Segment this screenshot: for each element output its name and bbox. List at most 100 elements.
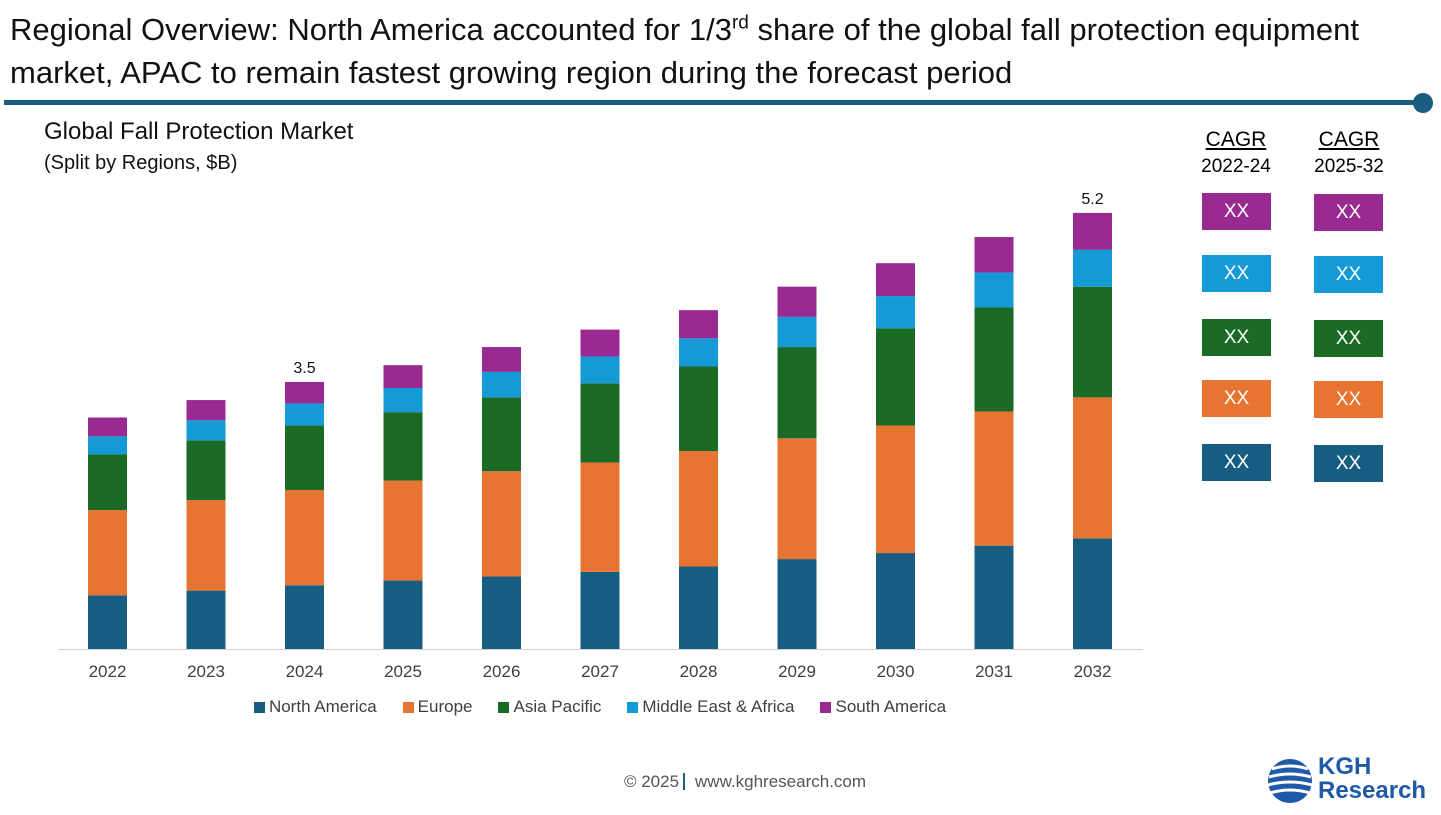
bar-2026-south-america bbox=[482, 347, 521, 372]
cagr-value-asia-pacific: XX bbox=[1202, 319, 1271, 356]
bar-2022-asia-pacific bbox=[88, 454, 127, 511]
cagr-value-europe: XX bbox=[1314, 381, 1383, 418]
cagr-value-south-america: XX bbox=[1202, 193, 1271, 230]
x-tick-label: 2022 bbox=[89, 662, 127, 681]
bar-2031-asia-pacific bbox=[974, 307, 1014, 412]
x-tick-label: 2029 bbox=[778, 662, 816, 681]
bar-2025-north-america bbox=[383, 580, 423, 649]
bar-2028-asia-pacific bbox=[679, 366, 718, 452]
footer-separator bbox=[683, 773, 686, 790]
data-label-2032: 5.2 bbox=[1081, 191, 1103, 208]
legend-swatch bbox=[253, 701, 265, 713]
bar-2022-europe bbox=[88, 510, 127, 596]
page-title: Regional Overview: North America account… bbox=[10, 12, 1359, 90]
bar-2022-middle-east-africa bbox=[88, 436, 127, 455]
bar-2024-south-america bbox=[285, 381, 324, 404]
bar-2030-asia-pacific bbox=[876, 328, 915, 426]
legend-swatch bbox=[402, 701, 414, 713]
bar-2029-middle-east-africa bbox=[777, 316, 817, 348]
bar-2022-north-america bbox=[88, 595, 127, 649]
bar-2032-middle-east-africa bbox=[1073, 249, 1112, 287]
legend-item: South America bbox=[820, 697, 946, 717]
bar-2032-north-america bbox=[1073, 538, 1112, 649]
bar-2024-north-america bbox=[285, 585, 324, 649]
bar-2030-europe bbox=[876, 425, 915, 554]
data-label-2024: 3.5 bbox=[293, 360, 315, 377]
legend-swatch bbox=[498, 701, 510, 713]
cagr-value-asia-pacific: XX bbox=[1314, 320, 1383, 357]
bar-2030-south-america bbox=[876, 263, 915, 297]
bar-2032-europe bbox=[1073, 397, 1112, 539]
bar-2028-europe bbox=[679, 451, 718, 567]
x-tick-label: 2031 bbox=[975, 662, 1013, 681]
bar-2024-asia-pacific bbox=[285, 425, 324, 490]
chart-legend: North America Europe Asia Pacific Middle Ea… bbox=[0, 697, 1200, 717]
bar-2023-europe bbox=[186, 500, 226, 591]
legend-item: Middle East & Africa bbox=[627, 697, 794, 717]
cagr-value-north-america: XX bbox=[1314, 445, 1383, 482]
logo-text: KGH Research bbox=[1318, 753, 1427, 804]
bar-2028-south-america bbox=[679, 310, 718, 339]
x-tick-label: 2026 bbox=[483, 662, 521, 681]
x-tick-label: 2028 bbox=[680, 662, 718, 681]
bar-2026-asia-pacific bbox=[482, 397, 521, 472]
bar-2029-north-america bbox=[777, 559, 817, 649]
bar-2031-south-america bbox=[974, 237, 1014, 273]
bar-2031-middle-east-africa bbox=[974, 272, 1014, 308]
cagr-value-middle-east-africa: XX bbox=[1314, 256, 1383, 293]
legend-item: Asia Pacific bbox=[498, 697, 601, 717]
bar-2023-asia-pacific bbox=[186, 440, 226, 501]
bar-2023-north-america bbox=[186, 590, 226, 649]
company-logo: KGH Research bbox=[1266, 755, 1426, 810]
bar-2023-middle-east-africa bbox=[186, 420, 226, 441]
bar-2032-south-america bbox=[1073, 212, 1112, 250]
x-tick-label: 2025 bbox=[384, 662, 422, 681]
bar-2022-south-america bbox=[88, 417, 127, 437]
stacked-bar-chart: 2022 2023 3.5 2024 2025 2026 2027 2028 2029 2030 2… bbox=[58, 191, 1143, 681]
legend-item: North America bbox=[253, 697, 377, 717]
bar-2027-middle-east-africa bbox=[580, 356, 620, 384]
bar-2025-south-america bbox=[383, 365, 423, 388]
x-tick-label: 2032 bbox=[1074, 662, 1112, 681]
legend-swatch bbox=[820, 701, 832, 713]
cagr-value-north-america: XX bbox=[1202, 444, 1271, 481]
bar-2024-europe bbox=[285, 489, 324, 586]
bar-2030-north-america bbox=[876, 553, 915, 649]
copyright-text: © 2025 bbox=[623, 772, 680, 791]
cagr-value-middle-east-africa: XX bbox=[1202, 255, 1271, 292]
bar-2031-north-america bbox=[974, 545, 1014, 649]
bar-2027-europe bbox=[580, 462, 620, 572]
bar-2024-middle-east-africa bbox=[285, 403, 324, 426]
cagr-header-2025-32: CAGR 2025-32 bbox=[1314, 128, 1384, 177]
bar-2027-south-america bbox=[580, 329, 620, 357]
bar-2025-europe bbox=[383, 480, 423, 581]
bar-2023-south-america bbox=[186, 400, 226, 421]
website-link[interactable]: www.kghresearch.com bbox=[695, 772, 867, 791]
bar-2028-north-america bbox=[679, 566, 718, 649]
globe-icon bbox=[1267, 759, 1313, 803]
bar-2029-south-america bbox=[777, 286, 817, 317]
bar-2025-asia-pacific bbox=[383, 412, 423, 481]
x-tick-label: 2027 bbox=[581, 662, 619, 681]
footer: © 2025 www.kghresearch.com bbox=[0, 772, 1441, 792]
bar-2027-north-america bbox=[580, 571, 620, 649]
bar-2026-europe bbox=[482, 471, 521, 577]
chart-subtitle: (Split by Regions, $B) bbox=[44, 152, 238, 174]
cagr-value-europe: XX bbox=[1202, 380, 1271, 417]
x-tick-label: 2030 bbox=[877, 662, 915, 681]
legend-label: South America bbox=[835, 697, 947, 716]
cagr-value-south-america: XX bbox=[1314, 194, 1383, 231]
title-divider bbox=[4, 100, 1422, 105]
legend-swatch bbox=[627, 701, 639, 713]
cagr-header-2022-24: CAGR 2022-24 bbox=[1201, 128, 1271, 177]
bar-2032-asia-pacific bbox=[1073, 286, 1112, 398]
bar-2031-europe bbox=[974, 411, 1014, 546]
divider-end-dot bbox=[1413, 93, 1433, 113]
bar-2028-middle-east-africa bbox=[679, 338, 718, 367]
bar-2030-middle-east-africa bbox=[876, 296, 915, 329]
legend-label: Middle East & Africa bbox=[642, 697, 795, 716]
bar-2029-asia-pacific bbox=[777, 347, 817, 439]
bar-2029-europe bbox=[777, 438, 817, 560]
legend-label: Asia Pacific bbox=[513, 697, 602, 716]
bar-2026-north-america bbox=[482, 576, 521, 649]
